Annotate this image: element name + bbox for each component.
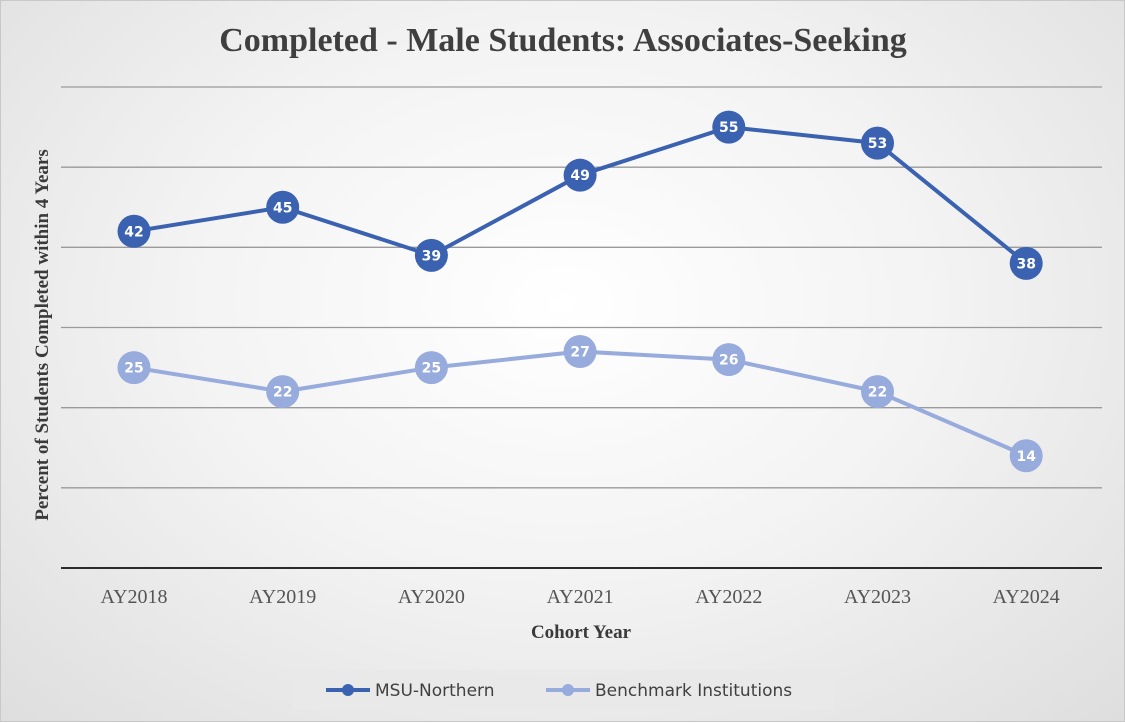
data-label: 55 [719,120,738,136]
x-axis-ticks: AY2018 AY2019 AY2020 AY2021 AY2022 AY2023 AY20… [100,586,1059,608]
data-point [712,110,746,144]
x-tick-label: AY2018 [100,586,167,608]
data-label: 27 [570,345,589,361]
legend: MSU-Northern Benchmark Institutions [293,670,834,710]
legend-label: MSU-Northern [375,681,495,701]
data-point [266,190,300,224]
x-tick-label: AY2019 [249,586,316,608]
data-point [712,343,746,377]
data-label: 42 [124,224,143,240]
data-point [266,375,300,409]
data-point [563,335,597,369]
data-point [117,214,151,248]
data-point [414,238,448,272]
data-label: 26 [719,353,738,369]
data-point [117,351,151,385]
chart-title: Completed - Male Students: Associates-Se… [219,22,907,59]
series-msu-northern: 42 45 39 49 55 53 38 [117,110,1043,280]
data-point [414,351,448,385]
gridlines [61,86,1102,489]
series-layer: 42 45 39 49 55 53 38 25 22 25 27 26 22 14 [117,110,1043,473]
data-label: 53 [868,136,887,152]
data-point [861,375,894,409]
legend-item: MSU-Northern [326,681,495,701]
legend-marker [562,684,574,696]
legend-item: Benchmark Institutions [546,681,792,701]
data-point [563,158,597,192]
data-label: 22 [273,385,292,401]
x-tick-label: AY2023 [844,586,911,608]
data-label: 25 [422,361,441,377]
x-axis-title: Cohort Year [531,622,632,643]
x-tick-label: AY2020 [398,586,465,608]
data-point [861,126,894,160]
data-label: 39 [422,248,441,264]
legend-marker [342,684,354,696]
legend-label: Benchmark Institutions [595,681,792,701]
data-label: 14 [1016,449,1036,465]
data-label: 38 [1016,256,1035,272]
data-label: 25 [124,361,143,377]
data-point [1009,439,1043,473]
x-tick-label: AY2022 [695,586,762,608]
x-tick-label: AY2024 [993,586,1060,608]
x-tick-label: AY2021 [547,586,614,608]
data-label: 49 [570,168,589,184]
series-benchmark-institutions: 25 22 25 27 26 22 14 [117,335,1043,473]
data-label: 45 [273,200,292,216]
data-label: 22 [868,385,887,401]
data-point [1009,246,1043,280]
y-axis-title: Percent of Students Completed within 4 Y… [32,149,53,521]
